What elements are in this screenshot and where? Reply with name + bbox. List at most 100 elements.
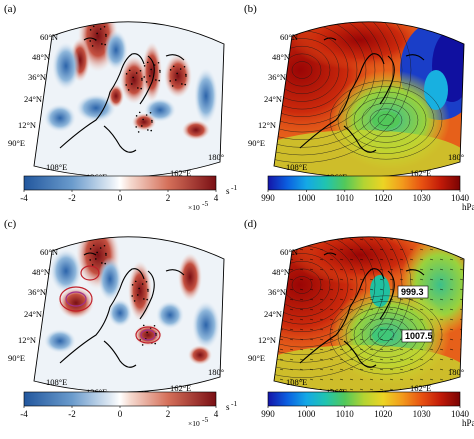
wind-vector bbox=[359, 268, 364, 271]
wind-vector bbox=[369, 348, 374, 351]
significance-dot bbox=[138, 287, 140, 290]
wind-vector bbox=[359, 288, 364, 291]
wind-vector bbox=[309, 358, 314, 361]
wind-vector bbox=[369, 258, 374, 261]
significance-dot bbox=[171, 85, 174, 87]
wind-vector bbox=[379, 308, 384, 311]
isobar bbox=[274, 45, 331, 95]
wind-vector bbox=[389, 358, 394, 361]
wind-vector bbox=[349, 308, 354, 311]
wind-vector bbox=[319, 328, 324, 331]
lon-label: 90°E bbox=[248, 353, 265, 363]
wind-vector bbox=[419, 318, 424, 321]
lat-label: 36°N bbox=[28, 287, 46, 297]
lat-label: 60°N bbox=[280, 247, 298, 257]
wind-vector bbox=[319, 338, 324, 341]
wind-vector bbox=[409, 258, 414, 261]
colorbar-tick-label: 1020 bbox=[374, 193, 393, 203]
colorbar-tick-label: -2 bbox=[68, 193, 76, 203]
significance-dot bbox=[103, 244, 106, 247]
isobar bbox=[274, 260, 331, 310]
significance-dot bbox=[184, 83, 187, 86]
colorbar-fill bbox=[267, 175, 461, 191]
significance-dot bbox=[91, 45, 94, 47]
lat-label: 24°N bbox=[264, 94, 282, 104]
significance-dot bbox=[174, 79, 177, 81]
vorticity-blob bbox=[192, 301, 220, 349]
isobar bbox=[274, 21, 385, 140]
wind-vector bbox=[299, 248, 304, 251]
significance-dot bbox=[127, 89, 130, 91]
wind-vector bbox=[459, 238, 464, 241]
wind-vector bbox=[289, 288, 294, 291]
wind-vector bbox=[449, 248, 454, 251]
wind-vector bbox=[439, 288, 444, 291]
wind-vector bbox=[289, 278, 294, 281]
panel-label-d: (d) bbox=[244, 218, 257, 230]
colorbar-fill bbox=[23, 391, 217, 407]
significance-dot bbox=[135, 115, 138, 117]
significance-dot bbox=[143, 76, 146, 78]
isobar bbox=[274, 236, 367, 340]
wind-vector bbox=[439, 358, 444, 361]
wind-vector bbox=[359, 308, 364, 311]
wind-vector bbox=[389, 368, 394, 371]
wind-vector bbox=[359, 298, 364, 301]
significance-dot bbox=[145, 114, 148, 116]
significance-dot bbox=[158, 79, 161, 82]
wind-vector bbox=[299, 338, 304, 341]
wind-vector bbox=[319, 378, 324, 381]
panel-label-a: (a) bbox=[4, 3, 17, 15]
significance-dot bbox=[143, 65, 146, 67]
wind-vector bbox=[429, 288, 434, 291]
wind-vector bbox=[319, 268, 324, 271]
wind-vector bbox=[309, 388, 314, 391]
wind-vector bbox=[399, 308, 404, 311]
wind-vector bbox=[419, 368, 424, 371]
wind-vector bbox=[349, 328, 354, 331]
wind-vector bbox=[279, 298, 284, 301]
significance-dot bbox=[181, 83, 183, 85]
lat-label: 12°N bbox=[18, 120, 36, 130]
lat-label: 24°N bbox=[24, 309, 42, 319]
significance-dot bbox=[89, 40, 92, 42]
colorbar-fill bbox=[267, 391, 461, 407]
significance-dot bbox=[153, 324, 156, 327]
wind-vector bbox=[429, 268, 434, 271]
significance-dot bbox=[142, 118, 144, 121]
significance-dot bbox=[140, 87, 143, 90]
wind-vector bbox=[299, 388, 304, 391]
wind-vector bbox=[299, 238, 304, 241]
wind-vector bbox=[329, 268, 334, 271]
significance-dot bbox=[155, 334, 157, 336]
wind-vector bbox=[399, 358, 404, 361]
wind-vector bbox=[349, 318, 354, 321]
lon-label: 90°E bbox=[8, 138, 25, 148]
wind-vector bbox=[379, 248, 384, 251]
wind-vector bbox=[399, 318, 404, 321]
colorbar-unit: hPa bbox=[462, 418, 474, 428]
significance-dot bbox=[155, 79, 157, 81]
significance-dot bbox=[91, 264, 94, 266]
lat-label: 48°N bbox=[272, 52, 290, 62]
wind-vector bbox=[299, 378, 304, 381]
wind-vector bbox=[439, 308, 444, 311]
wind-vector bbox=[419, 358, 424, 361]
lat-label: 60°N bbox=[280, 32, 298, 42]
significance-dot bbox=[136, 294, 139, 296]
significance-dot bbox=[92, 25, 95, 28]
wind-vector bbox=[449, 308, 454, 311]
isobar bbox=[274, 236, 376, 348]
wind-vector bbox=[329, 328, 334, 331]
map-frame bbox=[33, 236, 225, 393]
wind-vector bbox=[379, 258, 384, 261]
colorbar-tick-label: 0 bbox=[118, 409, 123, 419]
wind-vector bbox=[369, 378, 374, 381]
wind-vector bbox=[299, 348, 304, 351]
wind-vector bbox=[289, 318, 294, 321]
significance-dot bbox=[134, 280, 137, 283]
significance-dot bbox=[141, 79, 143, 81]
wind-vector bbox=[389, 258, 394, 261]
wind-vector bbox=[399, 298, 404, 301]
lon-label: 180° bbox=[448, 367, 464, 377]
